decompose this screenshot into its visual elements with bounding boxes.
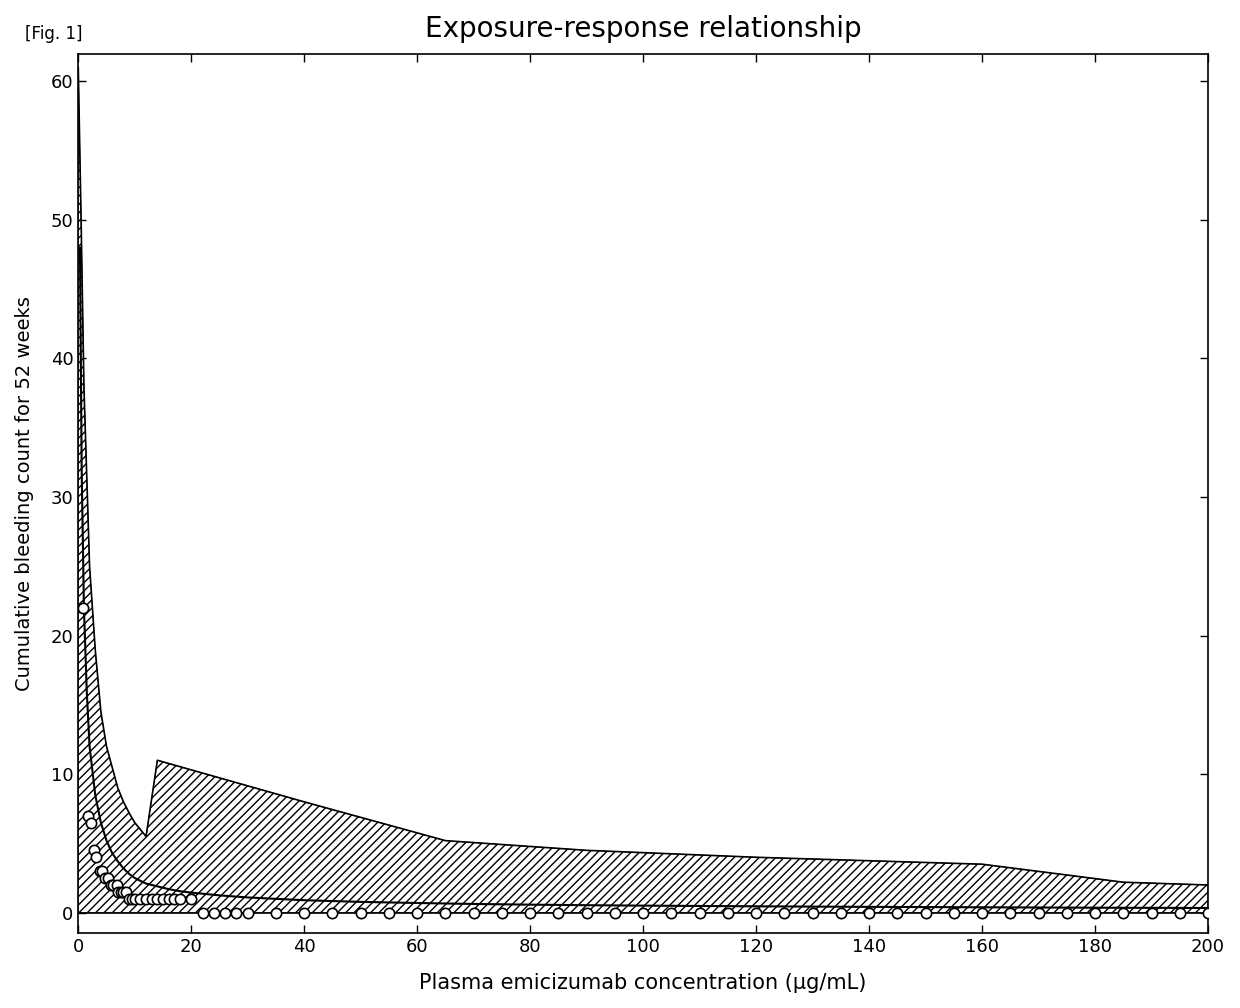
Point [915, 904, 935, 920]
Point [165, 891, 185, 907]
Point [98, 870, 118, 886]
Point [521, 904, 541, 920]
Point [435, 904, 455, 920]
Point [148, 891, 167, 907]
Point [718, 904, 738, 920]
Point [181, 891, 201, 907]
Point [407, 904, 427, 920]
Point [1114, 904, 1133, 920]
Point [972, 904, 992, 920]
Point [944, 904, 963, 920]
Point [351, 904, 371, 920]
Point [238, 904, 258, 920]
Point [203, 904, 223, 920]
Point [1198, 904, 1218, 920]
Point [1142, 904, 1162, 920]
Point [216, 904, 236, 920]
Point [89, 863, 109, 879]
Point [92, 863, 112, 879]
Point [159, 891, 179, 907]
Point [1001, 904, 1021, 920]
Point [605, 904, 625, 920]
Point [84, 843, 104, 859]
Point [136, 891, 156, 907]
Point [661, 904, 681, 920]
Point [492, 904, 512, 920]
Point [267, 904, 286, 920]
Point [107, 877, 126, 893]
Point [746, 904, 766, 920]
Point [464, 904, 484, 920]
Title: Exposure-response relationship: Exposure-response relationship [425, 15, 862, 43]
Point [102, 877, 122, 893]
Point [888, 904, 908, 920]
Point [1029, 904, 1049, 920]
Point [103, 877, 123, 893]
Point [141, 891, 161, 907]
Y-axis label: Cumulative bleeding count for 52 weeks: Cumulative bleeding count for 52 weeks [15, 296, 33, 691]
Point [170, 891, 190, 907]
Point [87, 849, 107, 865]
X-axis label: Plasma emicizumab concentration (μg/mL): Plasma emicizumab concentration (μg/mL) [419, 973, 867, 993]
Point [379, 904, 399, 920]
Point [192, 904, 212, 920]
Point [119, 891, 139, 907]
Point [775, 904, 795, 920]
Point [227, 904, 247, 920]
Point [108, 884, 128, 900]
Point [1056, 904, 1076, 920]
Point [125, 891, 145, 907]
Point [78, 807, 98, 824]
Point [634, 904, 653, 920]
Point [577, 904, 596, 920]
Point [81, 814, 100, 831]
Point [689, 904, 709, 920]
Point [130, 891, 150, 907]
Point [831, 904, 851, 920]
Point [802, 904, 822, 920]
Point [153, 891, 172, 907]
Point [1169, 904, 1189, 920]
Point [95, 870, 115, 886]
Point [322, 904, 342, 920]
Point [859, 904, 879, 920]
Point [110, 884, 130, 900]
Point [294, 904, 314, 920]
Point [117, 884, 136, 900]
Point [114, 884, 134, 900]
Point [122, 891, 141, 907]
Point [548, 904, 568, 920]
Point [1085, 904, 1105, 920]
Text: [Fig. 1]: [Fig. 1] [25, 25, 82, 43]
Point [73, 600, 93, 616]
